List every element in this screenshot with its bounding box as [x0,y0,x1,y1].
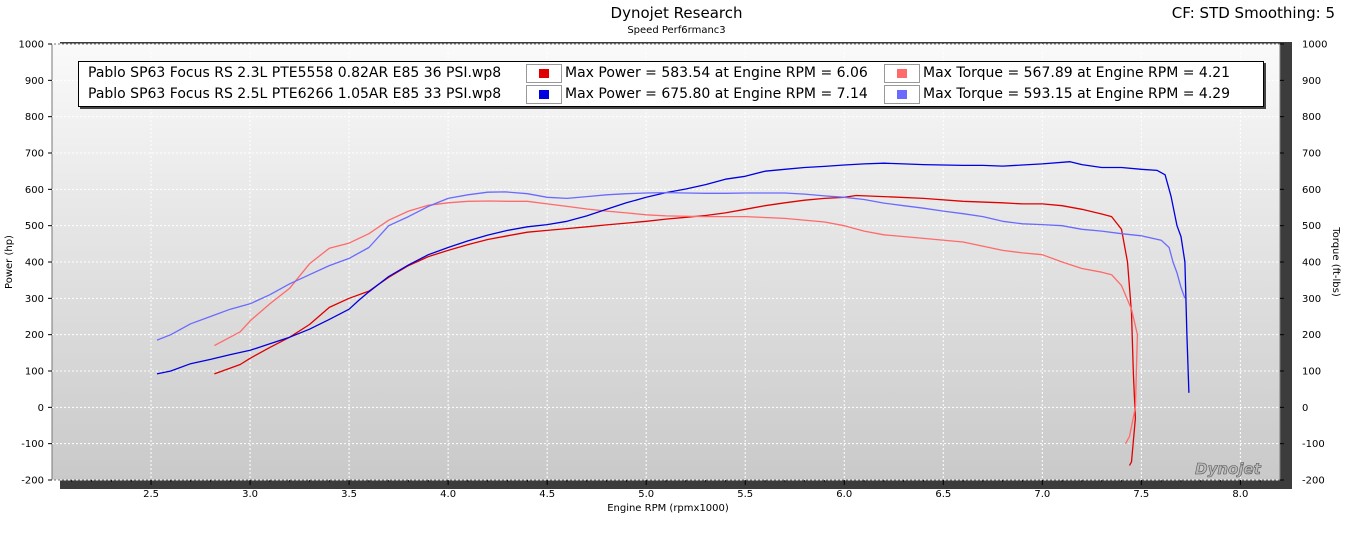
legend-row-1: Pablo SP63 Focus RS 2.3L PTE5558 0.82AR … [79,63,1263,84]
y-tick-label-left: 900 [25,76,44,87]
chart-subtitle: Speed Perf6rmanc3 [627,25,726,36]
y-tick-label-left: -100 [21,439,44,450]
y-tick-label-right: 600 [1302,185,1321,196]
x-tick-label: 2.5 [143,489,159,500]
legend-swatch-power-1 [526,64,562,83]
legend-swatch-power-2 [526,85,562,104]
x-tick-label: 8.0 [1232,489,1248,500]
legend-torque-2: Max Torque = 593.15 at Engine RPM = 4.29 [923,86,1231,102]
x-tick-label: 4.0 [440,489,456,500]
y-tick-label-left: 200 [25,330,44,341]
y-axis-right-ticks: -200 -100 0 100 200 300 400 500 600 700 800 900 1000 [1280,40,1327,487]
y-tick-label-left: 500 [25,221,44,232]
x-tick-label: 5.0 [638,489,654,500]
x-axis-label: Engine RPM (rpmx1000) [607,503,729,514]
y-tick-label-right: 200 [1302,330,1321,341]
x-tick-label: 6.5 [935,489,951,500]
x-tick-label: 7.5 [1133,489,1149,500]
data-series [156,161,1190,466]
y-tick-label-left: 400 [25,258,44,269]
y-tick-label-left: 800 [25,112,44,123]
x-tick-label: 4.5 [539,489,555,500]
y-tick-label-left: 100 [25,367,44,378]
legend-torque-1: Max Torque = 567.89 at Engine RPM = 4.21 [923,65,1231,81]
x-tick-label: 5.5 [737,489,753,500]
x-axis-ticks: 2.5 3.0 3.5 4.0 4.5 5.0 5.5 6.0 6.5 7.0 7.5 8.0 [71,480,1261,500]
y-tick-label-left: 700 [25,149,44,160]
y-tick-label-left: 1000 [19,40,44,51]
y-tick-label-right: -200 [1302,476,1325,487]
y-tick-label-right: 100 [1302,367,1321,378]
y-tick-label-right: 0 [1302,403,1308,414]
legend: Pablo SP63 Focus RS 2.3L PTE5558 0.82AR … [78,61,1264,107]
y-tick-label-right: 400 [1302,258,1321,269]
y-tick-label-left: -200 [21,476,44,487]
chart-title: Dynojet Research [610,4,743,22]
y-tick-label-right: 500 [1302,221,1321,232]
y-axis-right-label: Torque (ft-lbs) [1330,226,1341,297]
legend-file-1: Pablo SP63 Focus RS 2.3L PTE5558 0.82AR … [88,65,502,81]
watermark-logo: Dynojet [1195,460,1262,478]
y-tick-label-left: 600 [25,185,44,196]
y-tick-label-right: -100 [1302,439,1325,450]
y-tick-label-right: 800 [1302,112,1321,123]
x-tick-label: 3.5 [341,489,357,500]
y-tick-label-right: 900 [1302,76,1321,87]
x-tick-label: 6.0 [836,489,852,500]
x-tick-label: 3.0 [242,489,258,500]
series-line-3 [156,161,1190,393]
series-line-4 [156,191,1186,341]
legend-power-2: Max Power = 675.80 at Engine RPM = 7.14 [565,86,868,102]
y-tick-label-left: 0 [38,403,44,414]
y-axis-left-label: Power (hp) [4,235,15,289]
legend-swatch-torque-1 [884,64,920,83]
y-tick-label-left: 300 [25,294,44,305]
legend-swatch-torque-2 [884,85,920,104]
legend-power-1: Max Power = 583.54 at Engine RPM = 6.06 [565,65,868,81]
x-tick-label: 7.0 [1034,489,1050,500]
y-axis-left-ticks: -200 -100 0 100 200 300 400 500 600 700 800 900 1000 [19,40,52,487]
cf-smoothing-label: CF: STD Smoothing: 5 [1171,4,1335,22]
y-tick-label-right: 300 [1302,294,1321,305]
legend-row-2: Pablo SP63 Focus RS 2.5L PTE6266 1.05AR … [79,84,1263,105]
y-tick-label-right: 700 [1302,149,1321,160]
series-line-2 [214,200,1139,445]
legend-file-2: Pablo SP63 Focus RS 2.5L PTE6266 1.05AR … [88,86,502,102]
y-tick-label-right: 1000 [1302,40,1327,51]
